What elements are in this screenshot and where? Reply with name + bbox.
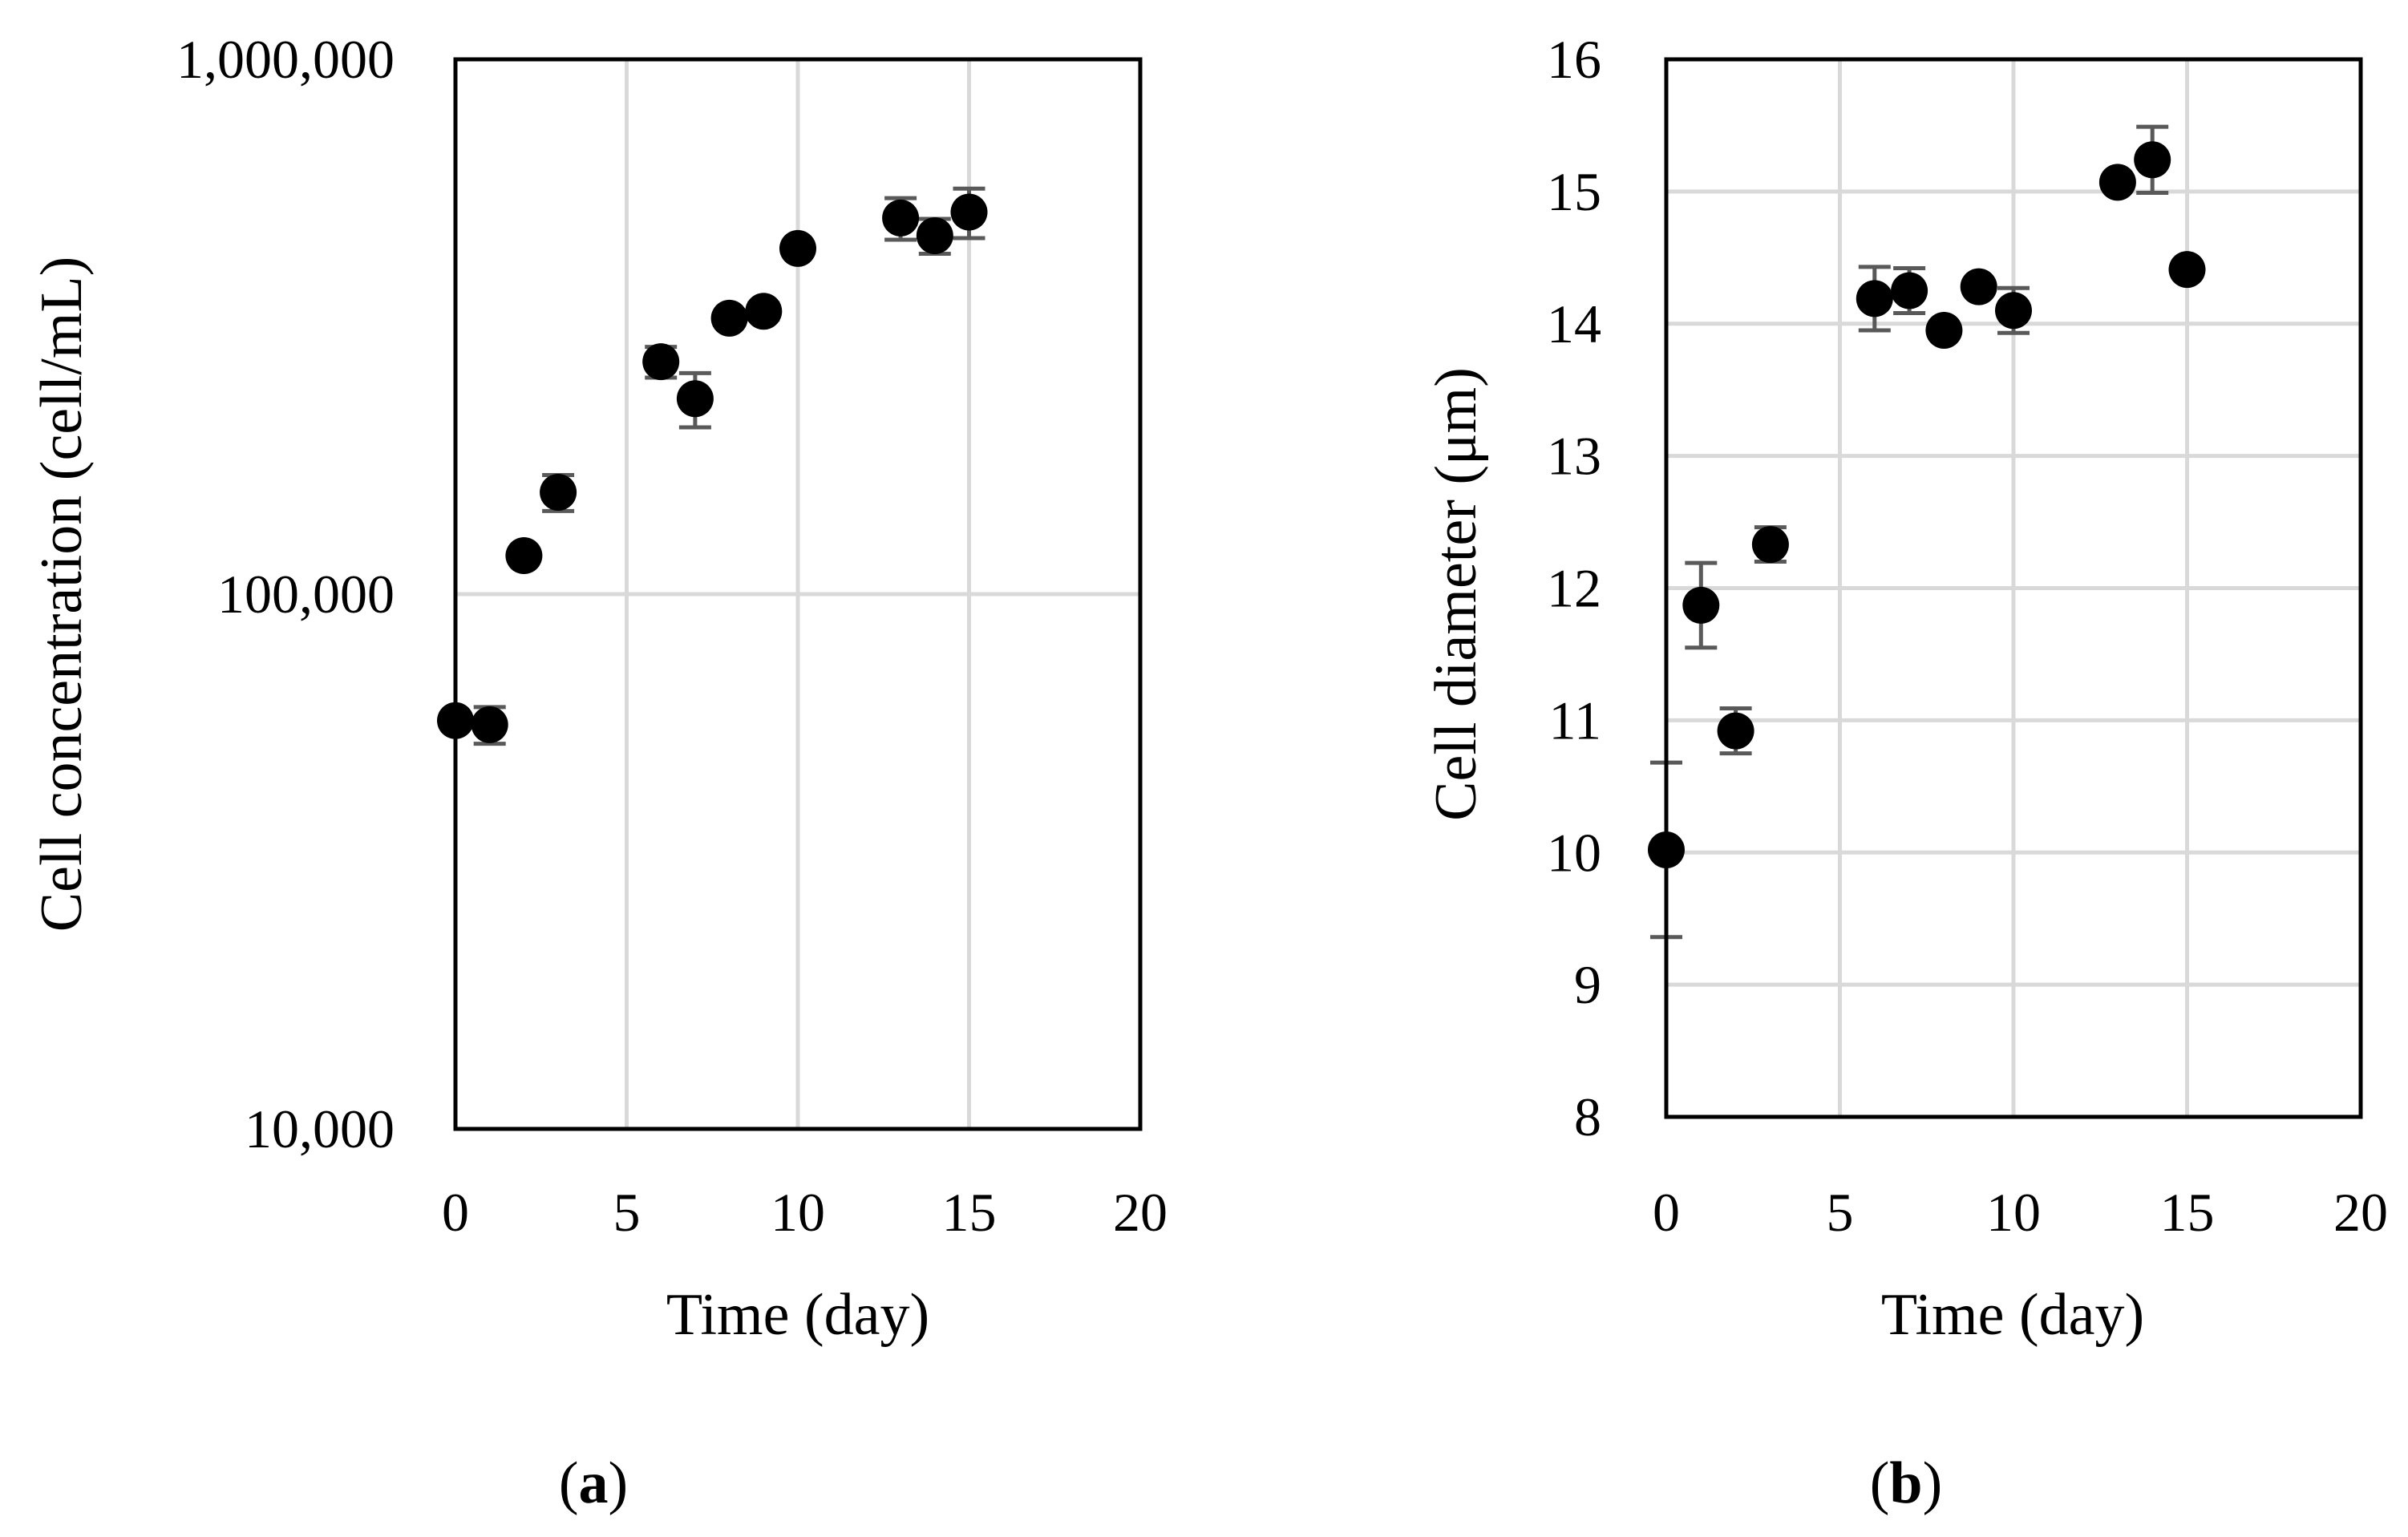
y-tick-label: 10 — [1547, 822, 1601, 883]
data-point — [710, 299, 748, 337]
plot-area-frame — [453, 57, 1143, 1131]
data-points — [1648, 141, 2206, 868]
data-point — [1925, 311, 1963, 349]
y-tick-label: 100,000 — [217, 564, 395, 625]
x-axis-title: Time (day) — [1881, 1282, 2144, 1348]
data-point — [540, 474, 577, 512]
y-tick-label: 13 — [1547, 426, 1601, 487]
x-tick-label: 15 — [2160, 1182, 2215, 1243]
data-point — [1960, 268, 1997, 305]
x-tick-labels: 0 5 10 15 20 — [442, 1182, 1168, 1243]
y-tick-labels: 10,000 100,000 1,000,000 — [176, 29, 395, 1159]
gridlines — [1664, 57, 2363, 1119]
data-point — [505, 537, 543, 575]
x-tick-label: 20 — [1113, 1182, 1168, 1243]
data-point — [676, 380, 714, 418]
x-tick-label: 10 — [1986, 1182, 2041, 1243]
y-axis-title: Cell diameter (μm) — [1423, 367, 1489, 821]
x-tick-label: 5 — [1827, 1182, 1854, 1243]
y-tick-label: 16 — [1547, 29, 1601, 90]
y-tick-label: 14 — [1547, 293, 1601, 354]
data-point — [916, 216, 953, 254]
y-tick-label: 1,000,000 — [176, 29, 395, 90]
plot-area-frame — [1664, 57, 2363, 1119]
panel-label-b: (b) — [1870, 1450, 1942, 1516]
data-point — [1682, 586, 1720, 624]
y-tick-label: 9 — [1574, 954, 1601, 1015]
data-point — [1995, 292, 2032, 330]
error-bars — [1650, 124, 2169, 940]
data-point — [2134, 141, 2171, 179]
y-tick-labels: 8 9 10 11 12 13 14 15 16 — [1547, 29, 1601, 1147]
y-tick-label: 8 — [1574, 1086, 1601, 1147]
chart-panel-b: 0 5 10 15 20 8 9 10 11 12 13 14 15 16 Time (day) Cel… — [1423, 29, 2388, 1516]
y-axis-title: Cell concentration (cell/mL) — [29, 257, 95, 932]
y-tick-label: 15 — [1547, 161, 1601, 222]
data-point — [882, 199, 920, 237]
y-tick-label: 11 — [1549, 690, 1601, 750]
data-point — [2098, 164, 2136, 201]
x-tick-label: 5 — [613, 1182, 641, 1243]
x-tick-labels: 0 5 10 15 20 — [1653, 1182, 2388, 1243]
x-tick-label: 10 — [771, 1182, 825, 1243]
data-point — [1856, 280, 1893, 318]
data-point — [950, 193, 988, 231]
y-tick-label: 10,000 — [245, 1098, 395, 1159]
y-tick-label: 12 — [1547, 558, 1601, 619]
data-point — [1717, 712, 1754, 750]
panel-label-a: (a) — [559, 1450, 628, 1516]
data-points — [437, 193, 988, 743]
chart-panel-a: 0 5 10 15 20 10,000 100,000 1,000,000 Time (da… — [29, 29, 1168, 1516]
data-point — [779, 229, 816, 267]
x-tick-label: 15 — [942, 1182, 997, 1243]
x-tick-label: 0 — [1653, 1182, 1680, 1243]
x-tick-label: 0 — [442, 1182, 469, 1243]
gridlines — [453, 57, 1143, 1131]
error-bars — [473, 186, 985, 746]
data-point — [745, 293, 783, 330]
x-axis-title: Time (day) — [666, 1282, 929, 1348]
data-point — [1891, 272, 1928, 309]
data-point — [642, 343, 680, 381]
data-point — [471, 706, 508, 743]
x-tick-label: 20 — [2333, 1182, 2388, 1243]
data-point — [1751, 526, 1789, 564]
data-point — [2168, 251, 2206, 289]
